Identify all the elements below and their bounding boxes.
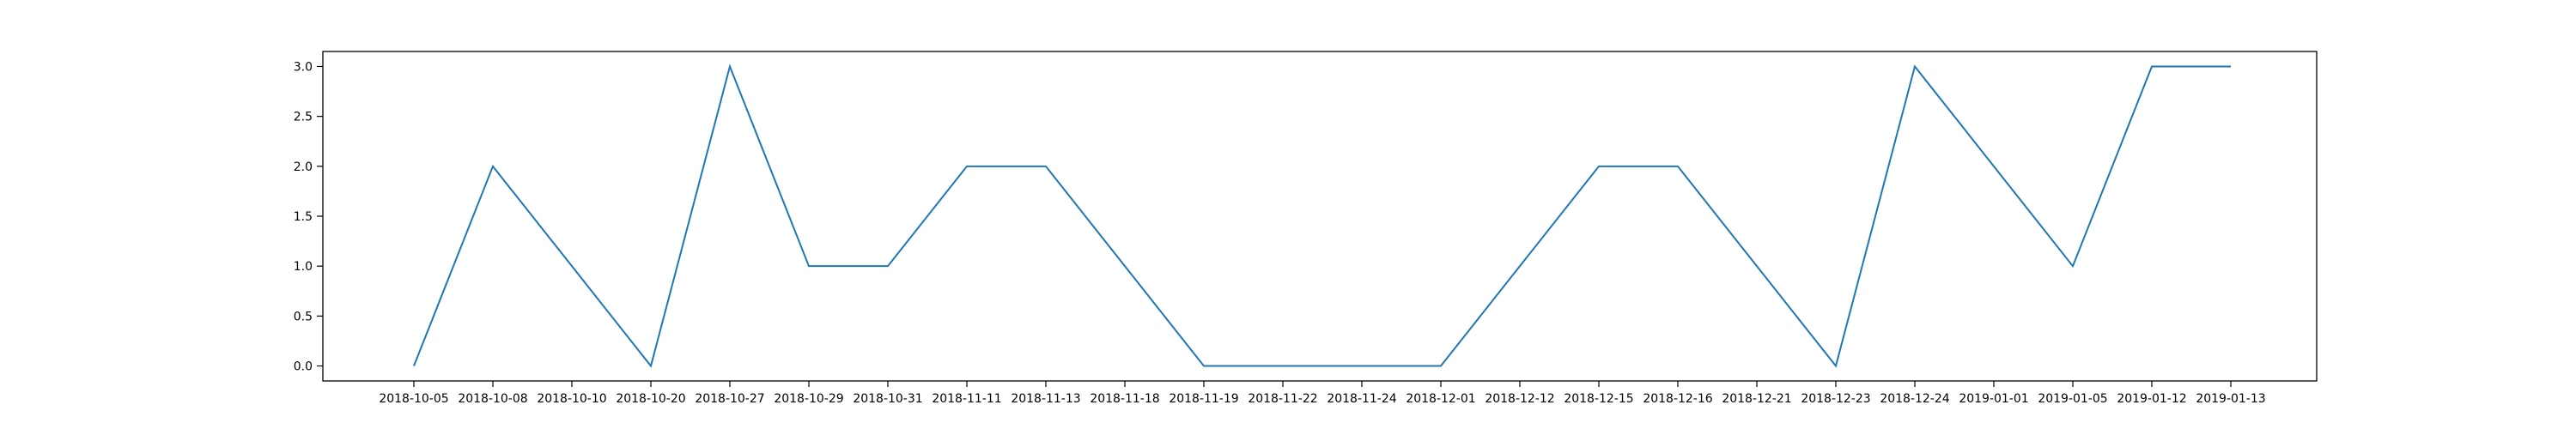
x-tick-label: 2019-01-05 [2038,392,2107,406]
x-tick-label: 2018-10-10 [537,392,606,406]
x-tick-label: 2018-10-31 [853,392,922,406]
x-tick-label: 2018-10-08 [458,392,527,406]
x-tick-label: 2018-12-16 [1643,392,1712,406]
x-tick-label: 2019-01-13 [2196,392,2265,406]
x-tick-label: 2019-01-01 [1959,392,2028,406]
x-tick-label: 2019-01-12 [2117,392,2186,406]
x-tick-label: 2018-11-11 [932,392,1001,406]
y-tick-label: 1.0 [294,260,313,274]
x-tick-label: 2018-12-21 [1722,392,1791,406]
y-axis: 0.0 0.5 1.0 1.5 2.0 2.5 3.0 [294,60,323,374]
y-tick-label: 1.5 [294,210,313,224]
x-tick-label: 2018-12-15 [1564,392,1633,406]
x-tick-label: 2018-12-01 [1406,392,1475,406]
x-tick-label: 2018-11-18 [1090,392,1159,406]
x-tick-label: 2018-10-29 [774,392,843,406]
x-tick-label: 2018-10-27 [695,392,764,406]
x-tick-label: 2018-12-24 [1880,392,1949,406]
y-tick-label: 0.5 [294,310,313,323]
y-tick-label: 2.0 [294,160,313,174]
series-line [413,63,2231,368]
series-group [413,63,2231,368]
x-tick-label: 2018-11-13 [1011,392,1080,406]
x-tick-label: 2018-11-19 [1169,392,1238,406]
x-axis: 2018-10-05 2018-10-08 2018-10-10 2018-10-20… [379,381,2266,406]
x-tick-label: 2018-11-22 [1248,392,1317,406]
y-tick-label: 2.5 [294,111,313,124]
x-tick-label: 2018-10-05 [379,392,448,406]
x-tick-label: 2018-12-23 [1801,392,1870,406]
x-tick-label: 2018-10-20 [616,392,685,406]
x-tick-label: 2018-11-24 [1327,392,1396,406]
x-tick-label: 2018-12-12 [1485,392,1554,406]
plot-frame [322,51,2318,382]
y-tick-label: 0.0 [294,360,313,374]
y-tick-label: 3.0 [294,60,313,74]
